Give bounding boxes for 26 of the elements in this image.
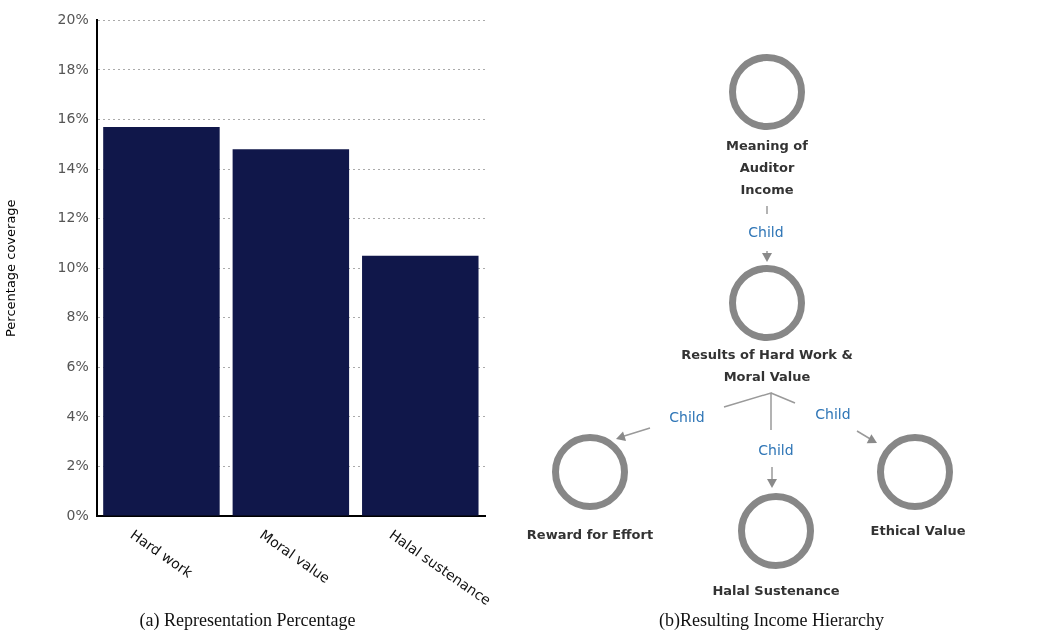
y-tick-label: 20% (57, 11, 89, 28)
y-tick-label: 8% (66, 308, 89, 325)
text: Child (757, 442, 795, 458)
y-tick-label: 0% (66, 506, 89, 523)
y-tick-label: 6% (66, 357, 89, 374)
bar (232, 149, 350, 516)
text: Reward for Effort (526, 527, 654, 542)
bar (362, 255, 479, 516)
text: Halal Sustenance (711, 582, 841, 600)
y-tick-label: 18% (57, 60, 89, 77)
text: Meaning of Auditor Income (725, 137, 809, 199)
text: Child (668, 409, 706, 425)
bar (103, 126, 220, 516)
text: Child (814, 406, 852, 422)
y-tick-label: 10% (57, 258, 89, 275)
y-axis-title: Percentage coverage (3, 199, 19, 338)
text: Child (747, 224, 785, 240)
text: Ethical Value (869, 522, 967, 540)
text: (b)Resulting Income Hierarchy (658, 610, 885, 631)
y-tick-label: 14% (57, 159, 89, 176)
y-tick-label: 16% (57, 110, 89, 127)
y-tick-label: 12% (57, 209, 89, 226)
y-tick-label: 4% (66, 407, 89, 424)
text: Results of Hard Work & Moral Value (680, 346, 854, 386)
text: (a) Representation Percentage (138, 610, 357, 631)
y-tick-label: 2% (66, 457, 89, 474)
